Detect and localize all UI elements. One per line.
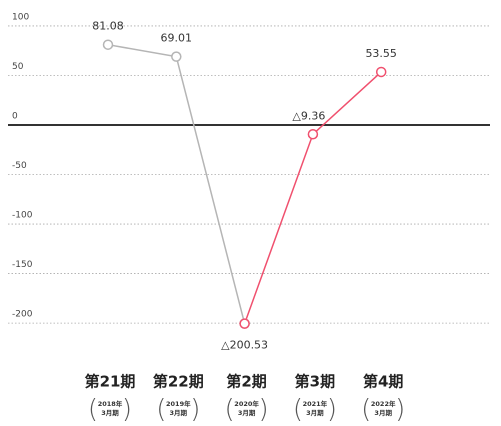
x-sub-label: 2019年 [166, 399, 191, 408]
paren: ( [156, 395, 166, 425]
y-tick-label: -100 [12, 211, 33, 221]
x-tick-label: 第4期 [363, 373, 403, 391]
data-label: 81.08 [92, 20, 124, 33]
x-sub-label: 2020年 [234, 399, 259, 408]
paren: ( [361, 395, 371, 425]
paren: ( [88, 395, 98, 425]
paren: ) [122, 395, 132, 425]
point [102, 39, 114, 50]
x-sub-label: 2018年 [98, 399, 123, 408]
point [171, 51, 182, 62]
x-sub-label: 3月期 [170, 408, 188, 417]
x-sub-label: 3月期 [374, 408, 392, 417]
x-tick-label: 第22期 [153, 373, 204, 391]
data-label: 53.55 [365, 47, 397, 60]
paren: ) [259, 395, 269, 425]
x-sub-label: 3月期 [306, 408, 324, 417]
paren: ( [293, 395, 303, 425]
x-sub-label: 3月期 [101, 408, 119, 417]
x-sub-label: 2022年 [371, 399, 396, 408]
point [307, 129, 319, 140]
x-sub-label: 2021年 [303, 399, 328, 408]
paren: ) [395, 395, 405, 425]
x-tick-label: 第2期 [226, 373, 266, 391]
y-tick-label: -150 [12, 260, 33, 270]
data-label: 69.01 [161, 32, 193, 45]
paren: ) [190, 395, 200, 425]
line [107, 43, 246, 324]
data-label: △9.36 [292, 109, 325, 122]
x-tick-label: 第3期 [295, 373, 335, 391]
y-tick-label: 100 [12, 12, 29, 22]
paren: ( [225, 395, 235, 425]
paren: ) [327, 395, 337, 425]
x-tick-label: 第21期 [85, 373, 136, 391]
point [239, 318, 250, 329]
y-tick-label: -50 [12, 161, 27, 171]
y-tick-label: 0 [12, 112, 18, 122]
data-label: △200.53 [221, 339, 268, 352]
x-sub-label: 3月期 [238, 408, 256, 417]
y-tick-label: 50 [12, 62, 24, 72]
point [375, 66, 387, 78]
y-tick-label: -200 [12, 310, 33, 320]
